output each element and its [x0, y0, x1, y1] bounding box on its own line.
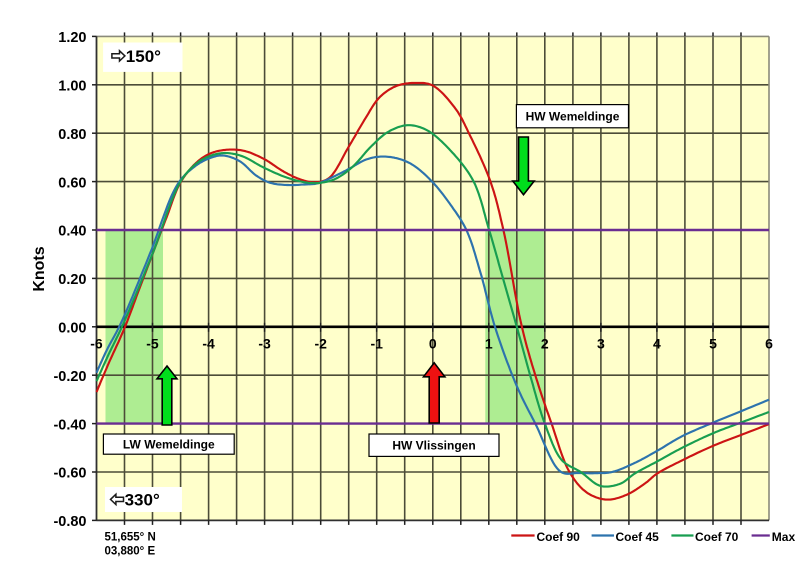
- svg-text:1.20: 1.20: [58, 30, 86, 46]
- svg-text:0.80: 0.80: [58, 127, 86, 143]
- svg-text:HW Vlissingen: HW Vlissingen: [392, 439, 475, 453]
- svg-text:Knots: Knots: [31, 246, 48, 291]
- svg-text:0: 0: [429, 335, 437, 351]
- svg-text:-0.80: -0.80: [53, 514, 86, 530]
- svg-text:-2: -2: [314, 335, 327, 351]
- svg-text:0.60: 0.60: [58, 175, 86, 191]
- svg-text:03,880° E: 03,880° E: [105, 546, 156, 558]
- svg-text:4: 4: [653, 335, 661, 351]
- svg-text:150°: 150°: [126, 47, 161, 66]
- svg-text:-5: -5: [146, 335, 159, 351]
- svg-text:3: 3: [597, 335, 605, 351]
- svg-text:-3: -3: [258, 335, 271, 351]
- svg-text:Coef 90: Coef 90: [537, 530, 581, 544]
- svg-text:HW Wemeldinge: HW Wemeldinge: [526, 110, 620, 124]
- svg-text:0.20: 0.20: [58, 272, 86, 288]
- svg-text:0.00: 0.00: [58, 321, 86, 337]
- svg-text:2: 2: [541, 335, 549, 351]
- svg-text:LW Wemeldinge: LW Wemeldinge: [123, 438, 215, 452]
- svg-text:-4: -4: [202, 335, 215, 351]
- svg-text:51,655° N: 51,655° N: [105, 532, 156, 544]
- svg-text:5: 5: [709, 335, 717, 351]
- svg-text:Max: Max: [772, 530, 796, 544]
- svg-text:330°: 330°: [125, 490, 160, 509]
- svg-text:1.00: 1.00: [58, 79, 86, 95]
- svg-text:-6: -6: [90, 335, 103, 351]
- svg-text:Coef 70: Coef 70: [695, 530, 739, 544]
- svg-text:1: 1: [485, 335, 493, 351]
- svg-text:-0.20: -0.20: [53, 369, 86, 385]
- svg-text:-0.60: -0.60: [53, 466, 86, 482]
- svg-text:0.40: 0.40: [58, 224, 86, 240]
- svg-text:Coef 45: Coef 45: [616, 530, 660, 544]
- svg-text:-0.40: -0.40: [53, 417, 86, 433]
- svg-text:-1: -1: [370, 335, 383, 351]
- svg-text:6: 6: [765, 335, 773, 351]
